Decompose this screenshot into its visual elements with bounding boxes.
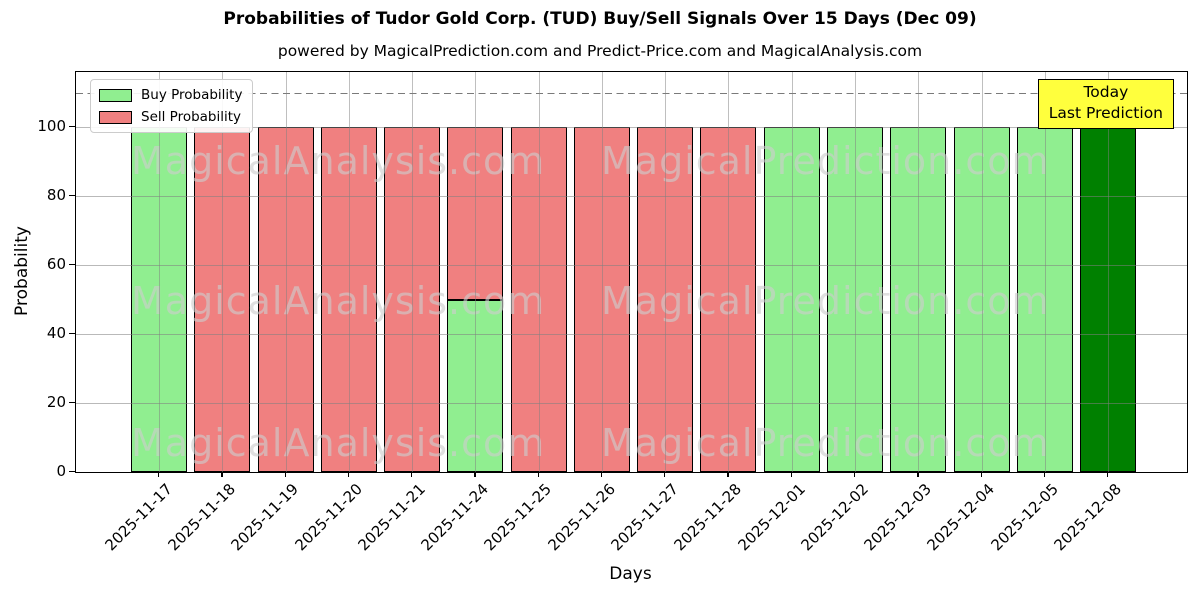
grid-line-vertical xyxy=(538,72,540,472)
x-tick-mark xyxy=(284,471,286,477)
x-tick-label-text: 2025-11-19 xyxy=(227,480,303,555)
grid-line-vertical xyxy=(412,72,414,472)
grid-line-vertical xyxy=(791,72,793,472)
x-tick-label-text: 2025-12-03 xyxy=(860,480,935,555)
grid-line-vertical xyxy=(475,72,477,472)
x-tick-label-text: 2025-12-02 xyxy=(797,480,872,555)
x-tick-mark xyxy=(537,471,539,477)
grid-line-vertical xyxy=(981,72,983,472)
grid-line-vertical xyxy=(665,72,667,472)
x-tick-label-text: 2025-11-25 xyxy=(480,480,556,555)
x-tick-label-text: 2025-11-24 xyxy=(417,480,493,555)
x-tick-mark xyxy=(158,471,160,477)
chart-subtitle: powered by MagicalPrediction.com and Pre… xyxy=(277,42,923,60)
grid-line-horizontal xyxy=(76,403,1187,405)
grid-line-vertical xyxy=(728,72,730,472)
watermark-text-left: MagicalAnalysis.com xyxy=(131,421,546,465)
legend-item-sell: Sell Probability xyxy=(99,109,242,125)
grid-line-horizontal xyxy=(76,196,1187,198)
grid-line-vertical xyxy=(918,72,920,472)
y-tick-mark xyxy=(69,333,75,335)
grid-line-vertical xyxy=(348,72,350,472)
y-tick-label: 60 xyxy=(46,255,66,274)
x-tick-mark xyxy=(474,471,476,477)
x-tick-label-text: 2025-11-26 xyxy=(544,480,619,555)
watermark-text-left: MagicalAnalysis.com xyxy=(131,279,546,323)
x-tick-mark xyxy=(790,471,792,477)
grid-line-vertical xyxy=(601,72,603,472)
x-tick-label-text: 2025-11-20 xyxy=(291,480,366,555)
today-annotation-line2: Last Prediction xyxy=(1048,104,1163,122)
x-tick-mark xyxy=(917,471,919,477)
grid-line-vertical xyxy=(285,72,287,472)
grid-line-horizontal xyxy=(76,265,1187,267)
y-tick-label: 40 xyxy=(46,324,66,343)
x-tick-label-text: 2025-11-27 xyxy=(607,480,682,555)
legend: Buy Probability Sell Probability xyxy=(90,79,254,133)
watermark-text-left: MagicalAnalysis.com xyxy=(131,139,546,183)
x-tick-mark xyxy=(221,471,223,477)
watermark-text-right: MagicalPrediction.com xyxy=(601,139,1050,183)
y-tick-mark xyxy=(69,264,75,266)
grid-line-horizontal xyxy=(76,127,1187,129)
x-tick-mark xyxy=(1107,471,1109,477)
x-tick-mark xyxy=(727,471,729,477)
today-annotation: Today Last Prediction xyxy=(1037,79,1174,129)
threshold-dashed-line xyxy=(76,92,1187,95)
x-tick-mark xyxy=(980,471,982,477)
x-axis-title: Days xyxy=(609,564,652,584)
grid-line-vertical xyxy=(1044,72,1046,472)
y-tick-label: 20 xyxy=(46,393,66,412)
chart-title: Probabilities of Tudor Gold Corp. (TUD) … xyxy=(223,9,977,29)
y-tick-label: 0 xyxy=(56,462,66,480)
x-tick-label-text: 2025-11-17 xyxy=(101,480,176,555)
legend-swatch-buy-icon xyxy=(99,88,132,102)
grid-line-horizontal xyxy=(76,334,1187,336)
y-tick-mark xyxy=(69,195,75,197)
x-tick-label-text: 2025-11-28 xyxy=(670,480,746,555)
watermark-text-right: MagicalPrediction.com xyxy=(601,279,1050,323)
grid-line-vertical xyxy=(1108,72,1110,472)
today-annotation-line1: Today xyxy=(1083,83,1129,101)
x-tick-mark xyxy=(853,471,856,477)
x-tick-mark xyxy=(411,471,413,477)
x-tick-mark xyxy=(664,471,666,477)
x-tick-label-text: 2025-12-08 xyxy=(1050,480,1125,555)
grid-line-vertical xyxy=(222,72,224,472)
y-tick-mark xyxy=(69,471,75,473)
x-tick-label-text: 2025-12-01 xyxy=(734,480,809,555)
legend-item-buy: Buy Probability xyxy=(99,87,242,103)
x-tick-mark xyxy=(347,471,350,477)
x-tick-mark xyxy=(600,471,603,477)
y-tick-label: 80 xyxy=(46,186,66,205)
grid-line-vertical xyxy=(159,72,160,472)
y-tick-mark xyxy=(69,402,75,404)
y-tick-mark xyxy=(69,126,75,128)
x-tick-label-text: 2025-11-18 xyxy=(164,480,239,555)
legend-label-buy: Buy Probability xyxy=(141,87,243,103)
grid-line-vertical xyxy=(854,72,856,472)
x-tick-label-text: 2025-12-05 xyxy=(987,480,1062,555)
watermark-text-right: MagicalPrediction.com xyxy=(601,421,1050,465)
legend-label-sell: Sell Probability xyxy=(141,109,242,125)
x-tick-label-text: 2025-11-21 xyxy=(354,480,429,555)
x-tick-mark xyxy=(1043,471,1046,477)
x-tick-label-text: 2025-12-04 xyxy=(923,480,999,555)
legend-swatch-sell-icon xyxy=(99,110,132,124)
y-tick-label: 100 xyxy=(37,117,66,136)
plot-area: Buy Probability Sell Probability Today L… xyxy=(75,71,1188,473)
